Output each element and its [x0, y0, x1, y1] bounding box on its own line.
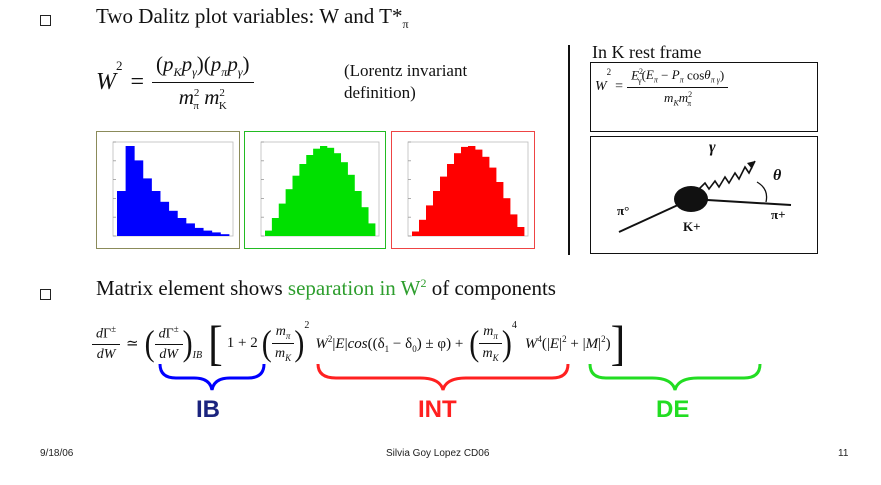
histogram-bar — [203, 230, 213, 236]
histogram-bar — [194, 227, 204, 236]
histogram-blue — [96, 131, 240, 249]
kaon-label: K+ — [683, 219, 701, 234]
bullet-1-main: Two Dalitz plot variables: W and T* — [96, 4, 403, 28]
histogram-plot — [407, 141, 529, 237]
histogram-bar — [299, 164, 307, 236]
histogram-bar — [292, 175, 300, 236]
component-braces — [158, 363, 762, 391]
theta-label: θ — [773, 167, 782, 184]
histogram-bar — [177, 218, 187, 236]
histogram-bar — [220, 234, 230, 236]
histogram-bar — [320, 146, 328, 236]
bullet-2-suffix: of components — [426, 276, 556, 300]
histogram-bar — [265, 230, 273, 236]
bullet-square-icon — [40, 289, 51, 300]
histogram-bar — [447, 164, 455, 236]
matrix-element-formula: dΓ± dW ≃ ( dΓ± dW ) IB [ 1 + 2 ( mπ mK )… — [92, 317, 625, 370]
histogram-bar — [412, 231, 420, 236]
histogram-bar — [454, 153, 462, 236]
k-rest-title: In K rest frame — [592, 42, 702, 62]
bullet-1-sub: π — [402, 17, 409, 32]
int-label: INT — [418, 396, 457, 423]
bullet-2-highlight: separation in W — [287, 276, 421, 300]
histogram-bar — [285, 189, 293, 236]
histogram-bar — [313, 148, 321, 236]
histogram-bar — [354, 191, 362, 236]
histogram-bar — [347, 174, 355, 236]
histogram-bar — [482, 156, 490, 236]
histogram-bar — [361, 207, 369, 236]
vertical-divider — [568, 45, 570, 255]
histogram-bar — [125, 146, 135, 236]
histogram-bar — [271, 218, 280, 236]
photon-arrow-icon — [747, 161, 755, 169]
histogram-bar — [433, 191, 441, 236]
footer-author: Silvia Goy Lopez CD06 — [386, 448, 490, 459]
histogram-bar — [134, 160, 144, 236]
histogram-plot — [260, 141, 380, 237]
histogram-bar — [503, 198, 511, 236]
footer-date: 9/18/06 — [40, 448, 74, 459]
kaon-blob — [674, 186, 708, 212]
histogram-bar — [468, 146, 476, 236]
histogram-bar — [426, 205, 434, 236]
histogram-bar — [496, 182, 504, 236]
histogram-bar — [340, 162, 348, 236]
histogram-bar — [461, 146, 469, 236]
bullet-2-sup: 2 — [420, 276, 427, 290]
histogram-bar — [333, 153, 342, 236]
histogram-bar — [475, 149, 483, 236]
int-brace — [316, 363, 570, 391]
feynman-diagram-box: γ θ π° π+ K+ — [590, 136, 818, 254]
de-brace — [588, 363, 762, 391]
histogram-bar — [489, 167, 497, 236]
histogram-bar — [142, 178, 152, 236]
histogram-bar — [306, 155, 314, 236]
histogram-plot — [112, 141, 234, 237]
feynman-diagram — [618, 160, 792, 233]
theta-arc — [756, 181, 768, 203]
bullet-1-text: Two Dalitz plot variables: W and T*π — [96, 4, 409, 32]
histogram-bar — [440, 176, 448, 236]
lorentz-note: (Lorentz invariant definition) — [344, 60, 467, 104]
histogram-bar — [211, 232, 221, 236]
bullet-2-text: Matrix element shows separation in W2 of… — [96, 276, 556, 301]
lorentz-note-line1: (Lorentz invariant — [344, 61, 468, 80]
histogram-bar — [517, 227, 525, 236]
histogram-bar — [326, 147, 335, 236]
bullet-square-icon — [40, 15, 51, 26]
histogram-bar — [278, 203, 287, 236]
histogram-bar — [185, 223, 195, 236]
histogram-bar — [510, 214, 518, 236]
histogram-bar — [151, 191, 161, 236]
bullet-2-prefix: Matrix element shows — [96, 276, 288, 300]
photon-wavy-line — [698, 160, 756, 191]
lorentz-note-line2: definition) — [344, 83, 416, 102]
k-rest-formula: W 2 = E2γ(Eπ − Pπ cosθπ γ) mKm2π — [595, 67, 729, 108]
histogram-bar — [160, 201, 170, 236]
k-rest-formula-box: W 2 = E2γ(Eπ − Pπ cosθπ γ) mKm2π — [590, 62, 818, 132]
gamma-label: γ — [709, 139, 716, 156]
piplus-label: π+ — [771, 207, 786, 222]
histogram-green — [244, 131, 386, 249]
footer-page-number: 11 — [838, 448, 849, 459]
histogram-red — [391, 131, 535, 249]
histogram-bar — [117, 191, 127, 236]
histogram-bar — [419, 219, 427, 236]
de-label: DE — [656, 396, 690, 423]
histogram-bar — [168, 210, 178, 236]
pi0-label: π° — [617, 203, 630, 218]
ib-label: IB — [196, 396, 220, 423]
ib-brace — [158, 363, 266, 391]
histogram-bar — [368, 223, 376, 236]
